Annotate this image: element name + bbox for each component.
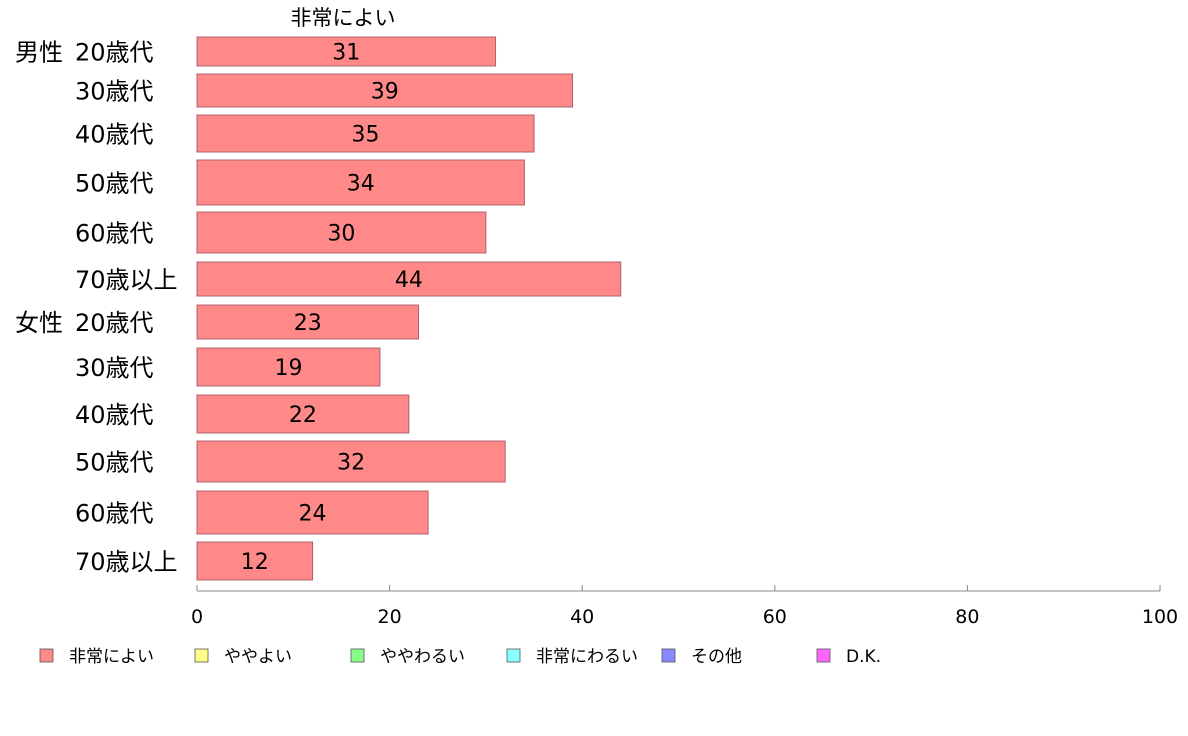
group-label: 女性 [15, 309, 63, 337]
bar-male-6 [196, 261, 622, 297]
category-label: 60歳代 [75, 220, 154, 248]
category-label: 20歳代 [75, 309, 154, 337]
legend-label: ややわるい [380, 647, 465, 667]
bar-value-label: 24 [299, 502, 327, 527]
legend-swatch [194, 648, 209, 663]
legend-label: D.K. [846, 647, 881, 667]
category-label: 50歳代 [75, 449, 154, 477]
legend-swatch [661, 648, 676, 663]
legend-swatch [39, 648, 54, 663]
bar-value-label: 34 [347, 172, 375, 197]
bar-female-2 [196, 347, 381, 387]
x-tick-label: 100 [1142, 606, 1178, 628]
bar-male-5 [196, 211, 487, 254]
bar-value-label: 12 [241, 550, 269, 575]
category-label: 70歳以上 [75, 548, 178, 576]
category-label: 60歳代 [75, 500, 154, 528]
bar-value-label: 32 [337, 451, 365, 476]
legend-label: その他 [691, 647, 742, 667]
category-label: 70歳以上 [75, 266, 178, 294]
legend-label: ややよい [224, 647, 292, 667]
bar-value-label: 23 [294, 311, 322, 336]
legend-label: 非常にわるい [536, 647, 638, 667]
category-label: 30歳代 [75, 354, 154, 382]
x-tick-label: 80 [955, 606, 979, 628]
group-label: 男性 [15, 39, 63, 67]
bar-female-5 [196, 490, 429, 535]
bar-value-label: 39 [371, 80, 399, 105]
legend-swatch [350, 648, 365, 663]
bar-male-3 [196, 114, 535, 153]
bar-male-2 [196, 73, 574, 108]
bar-female-3 [196, 394, 410, 434]
legend-swatch [816, 648, 831, 663]
series-title: 非常によい [291, 6, 396, 30]
bar-female-4 [196, 440, 506, 483]
bar-value-label: 31 [332, 41, 360, 66]
bar-female-1 [196, 304, 419, 340]
bar-female-6 [196, 541, 314, 581]
bar-male-4 [196, 159, 525, 206]
category-label: 50歳代 [75, 170, 154, 198]
bar-male-1 [196, 36, 497, 67]
bar-value-label: 35 [352, 123, 380, 148]
legend-swatch [506, 648, 521, 663]
bar-value-label: 30 [327, 222, 355, 247]
bar-value-label: 22 [289, 403, 317, 428]
category-label: 40歳代 [75, 401, 154, 429]
x-tick-label: 20 [378, 606, 402, 628]
category-label: 20歳代 [75, 39, 154, 67]
bar-value-label: 19 [274, 356, 302, 381]
bar-value-label: 44 [395, 268, 423, 293]
category-label: 40歳代 [75, 121, 154, 149]
category-label: 30歳代 [75, 78, 154, 106]
x-tick-label: 0 [191, 606, 203, 628]
x-tick-label: 60 [763, 606, 787, 628]
x-tick-label: 40 [570, 606, 594, 628]
legend-label: 非常によい [69, 647, 154, 667]
